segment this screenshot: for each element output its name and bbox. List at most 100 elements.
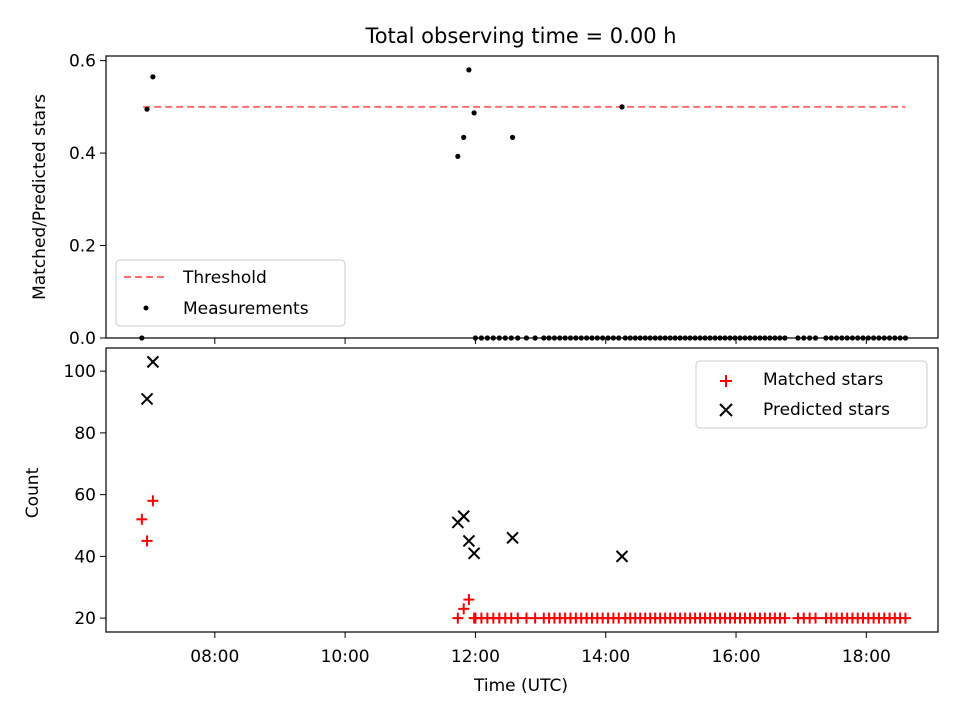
measurement-point — [702, 335, 708, 341]
measurement-point — [897, 335, 903, 341]
measurement-point — [777, 335, 783, 341]
measurement-point — [697, 335, 703, 341]
x-tick-label: 16:00 — [712, 647, 761, 667]
x-tick-label: 10:00 — [321, 647, 370, 667]
y-tick-label: 20 — [74, 609, 96, 629]
legend-matched-swatch — [720, 375, 732, 387]
ratio-x-ticks — [214, 338, 867, 344]
measurement-point — [732, 335, 738, 341]
measurement-point — [508, 335, 514, 341]
matched-star-point — [452, 612, 464, 624]
x-tick-label: 08:00 — [190, 647, 239, 667]
measurement-point — [737, 335, 743, 341]
y-tick-label: 0.0 — [69, 329, 96, 349]
legend-matched-label: Matched stars — [763, 370, 883, 390]
measurement-point — [828, 335, 834, 341]
measurement-point — [844, 335, 850, 341]
count-y-ticks: 20 40 60 80 100 — [64, 362, 106, 629]
measurement-point — [546, 335, 552, 341]
measurement-point — [466, 67, 472, 73]
y-tick-label: 0.6 — [69, 52, 96, 72]
measurement-point — [772, 335, 778, 341]
predicted-star-cross-b — [506, 531, 519, 545]
measurement-point — [496, 335, 502, 341]
measurement-point — [139, 335, 145, 341]
measurement-point — [807, 335, 813, 341]
predicted-star-cross-b — [140, 392, 154, 406]
measurement-point — [757, 335, 763, 341]
measurement-point — [672, 335, 678, 341]
matched-star-point — [136, 513, 148, 525]
measurement-point — [532, 335, 538, 341]
y-tick-label: 0.2 — [69, 237, 96, 257]
measurement-point — [557, 335, 563, 341]
x-axis-label: Time (UTC) — [473, 676, 568, 696]
measurement-point — [812, 335, 819, 341]
predicted-star-cross-b — [457, 510, 470, 523]
legend-predicted-label: Predicted stars — [763, 400, 890, 420]
matched-star-point — [810, 612, 822, 624]
measurement-point — [855, 335, 861, 341]
ratio-plot-marks — [139, 67, 909, 341]
measurement-point — [871, 335, 877, 341]
ratio-y-ticks: 0.0 0.2 0.4 0.6 — [69, 52, 106, 349]
ratio-plot-frame — [105, 55, 939, 339]
count-plot-marks — [136, 355, 911, 624]
predicted-star-point — [467, 547, 481, 560]
legend-threshold-label: Threshold — [182, 268, 267, 288]
measurement-point — [747, 335, 753, 341]
measurement-point — [541, 335, 547, 341]
legend-measurements-swatch — [143, 305, 149, 311]
measurement-point — [865, 335, 871, 341]
predicted-star-point — [462, 534, 476, 548]
measurement-point — [652, 335, 658, 341]
predicted-star-cross-b — [462, 534, 476, 548]
measurement-point — [902, 335, 909, 341]
matched-star-point — [458, 603, 470, 615]
legend-predicted-swatch — [719, 403, 733, 417]
measurement-point — [502, 335, 508, 341]
measurement-point — [752, 335, 758, 341]
measurement-point — [567, 335, 574, 341]
measurement-point — [600, 335, 606, 341]
ratio-y-axis-label: Matched/Predicted stars — [30, 94, 50, 300]
matched-star-point — [141, 535, 153, 547]
measurement-point — [692, 335, 698, 341]
measurement-point — [727, 335, 733, 341]
matched-star-point — [779, 612, 791, 624]
measurement-point — [150, 74, 156, 80]
measurement-point — [610, 335, 616, 341]
predicted-star-point — [506, 531, 519, 545]
measurement-point — [471, 110, 477, 116]
measurement-point — [881, 335, 887, 341]
measurement-point — [892, 335, 898, 341]
measurement-point — [515, 335, 521, 341]
chart-title: Total observing time = 0.00 h — [364, 24, 676, 48]
predicted-star-cross-b — [146, 355, 160, 369]
measurement-point — [712, 335, 718, 341]
measurement-point — [523, 335, 530, 341]
predicted-star-cross-b — [467, 547, 481, 560]
measurement-point — [795, 335, 801, 341]
measurement-point — [632, 335, 638, 341]
measurement-point — [622, 335, 628, 341]
measurement-point — [682, 335, 688, 341]
measurement-point — [573, 335, 579, 341]
count-panel: 20 40 60 80 100 08:00 10:00 12:00 14:00 16:00 18:… — [23, 347, 939, 696]
measurement-point — [717, 335, 723, 341]
y-tick-label: 100 — [64, 362, 96, 382]
measurement-point — [619, 104, 625, 110]
ratio-legend-box — [115, 259, 346, 327]
measurement-point — [562, 335, 568, 341]
measurement-point — [509, 134, 516, 140]
measurement-point — [876, 335, 882, 341]
measurement-point — [667, 335, 673, 341]
measurement-point — [801, 335, 807, 341]
y-tick-label: 80 — [74, 424, 96, 444]
measurement-point — [144, 106, 150, 112]
measurement-point — [839, 335, 845, 341]
measurement-point — [742, 335, 748, 341]
predicted-star-point — [146, 355, 160, 369]
measurement-point — [627, 335, 633, 341]
